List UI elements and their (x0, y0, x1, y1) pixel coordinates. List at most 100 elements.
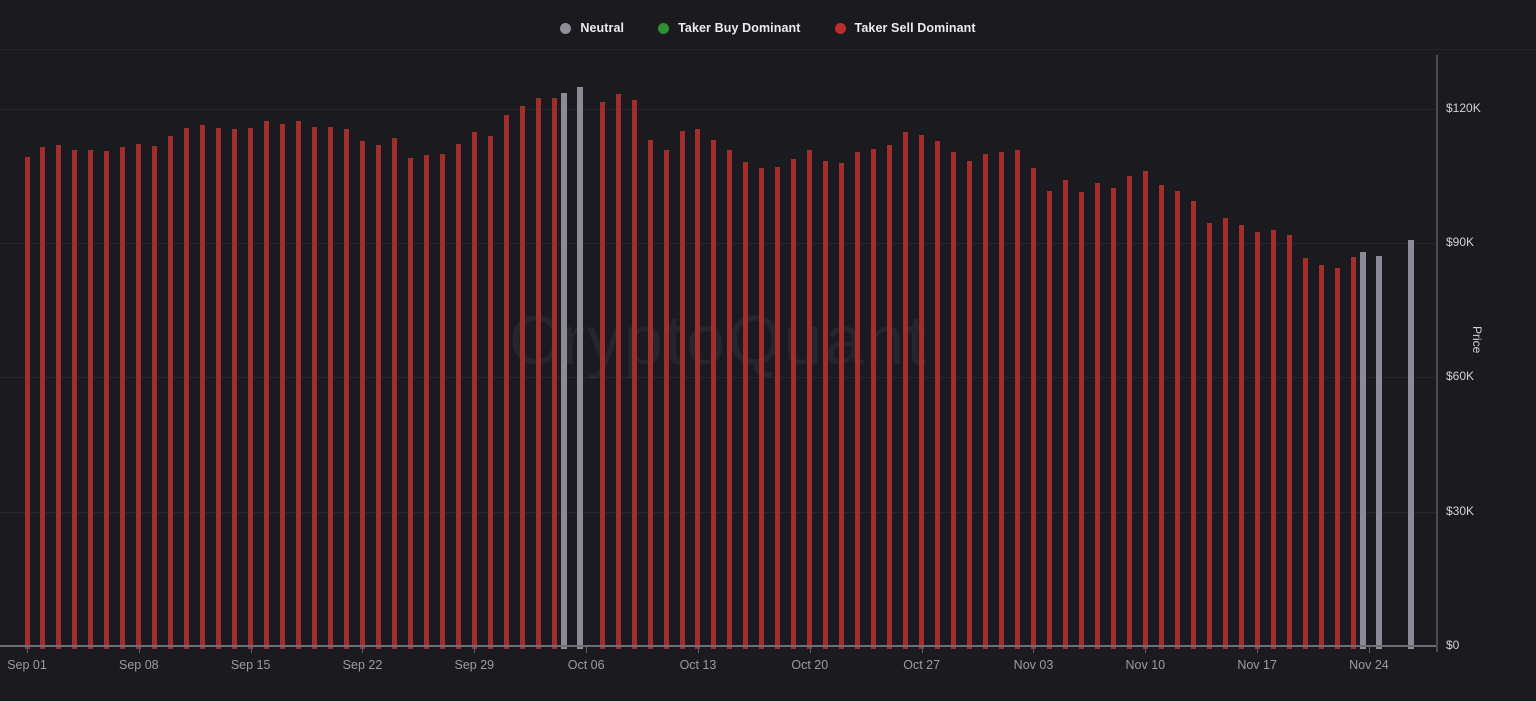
grid-line (0, 377, 1437, 379)
price-bar (679, 130, 685, 649)
price-bar (1222, 217, 1228, 649)
price-bar (248, 128, 254, 649)
price-bar (871, 148, 877, 649)
price-bar (743, 161, 749, 649)
price-bar (577, 87, 584, 649)
price-bar (88, 150, 94, 649)
price-bar (152, 146, 158, 649)
grid-line (0, 243, 1437, 245)
price-bar (759, 168, 765, 649)
price-bar (487, 135, 493, 649)
x-axis-tick (1033, 647, 1035, 653)
price-bar (1030, 168, 1036, 649)
price-bar (1062, 180, 1068, 649)
neutral-legend-dot-icon (560, 22, 572, 34)
y-axis-tick-label: $60K (1446, 369, 1475, 384)
legend-label-taker-buy: Taker Buy Dominant (678, 21, 801, 35)
price-bar (839, 163, 845, 649)
price-bar (1142, 171, 1148, 649)
price-bar (72, 149, 78, 649)
price-bar (1302, 258, 1308, 649)
price-bar (200, 125, 206, 649)
price-bar (264, 121, 270, 649)
price-bar (887, 145, 893, 649)
price-bar (391, 138, 397, 649)
price-bar (647, 139, 653, 649)
y-axis-tick-label: $90K (1446, 235, 1475, 250)
price-bar (439, 154, 445, 649)
x-axis-tick (697, 647, 699, 653)
price-bar (312, 126, 318, 649)
price-bar (120, 147, 126, 649)
x-axis-tick (250, 647, 252, 653)
x-axis-tick-label: Sep 22 (342, 658, 383, 672)
x-axis-tick-label: Nov 10 (1125, 658, 1166, 672)
price-bar (935, 140, 941, 649)
x-axis-tick-label: Nov 03 (1013, 658, 1054, 672)
price-bar (24, 156, 30, 649)
price-bar (1286, 235, 1292, 649)
price-bar (1094, 182, 1100, 649)
x-axis-tick (138, 647, 140, 653)
taker-sell-legend-dot-icon (834, 22, 846, 34)
price-bar (1238, 224, 1244, 649)
legend: Neutral Taker Buy Dominant Taker Sell Do… (0, 18, 1536, 38)
x-axis-tick-label: Sep 01 (7, 658, 47, 672)
price-bar (1350, 257, 1356, 649)
y-axis-tick-label: $120K (1446, 100, 1481, 115)
price-bar (711, 139, 717, 649)
chart-plot-area[interactable] (0, 49, 1437, 649)
price-bar (631, 100, 637, 649)
x-axis-baseline (0, 645, 1437, 647)
price-bar (561, 92, 568, 649)
price-bar (328, 126, 334, 649)
plot-top-border (0, 49, 1536, 50)
x-axis-tick-label: Oct 06 (567, 658, 605, 672)
price-bar (56, 145, 62, 649)
price-bar (951, 151, 957, 649)
price-bar (535, 98, 541, 649)
price-bar (471, 132, 477, 649)
x-axis-tick (474, 647, 476, 653)
price-bar (695, 129, 701, 649)
x-axis-tick (586, 647, 588, 653)
price-bar (1334, 267, 1340, 649)
price-bar (1254, 232, 1260, 649)
price-bar (967, 160, 973, 649)
legend-item-taker-buy-dominant[interactable]: Taker Buy Dominant (658, 21, 800, 35)
price-bar (407, 157, 413, 649)
price-bar (1110, 187, 1116, 649)
price-bar (1318, 265, 1324, 649)
legend-item-neutral[interactable]: Neutral (560, 21, 624, 35)
x-axis-tick-label: Nov 24 (1349, 658, 1389, 672)
price-bar (1078, 191, 1084, 649)
price-bar (999, 151, 1005, 649)
price-bar (599, 102, 605, 649)
price-bar (1359, 251, 1366, 649)
taker-buy-legend-dot-icon (658, 22, 670, 34)
price-bar (919, 134, 925, 649)
price-bar (791, 159, 797, 649)
price-bar (216, 127, 222, 649)
legend-label-neutral: Neutral (580, 21, 625, 35)
price-bar (104, 151, 110, 649)
price-bar (903, 132, 909, 649)
price-bar (1206, 223, 1212, 649)
x-axis-tick-label: Sep 29 (454, 658, 495, 672)
price-bar (1174, 190, 1180, 649)
x-axis-tick-label: Sep 08 (119, 658, 159, 672)
x-axis-tick (1257, 647, 1259, 653)
price-bar (375, 145, 381, 649)
legend-item-taker-sell-dominant[interactable]: Taker Sell Dominant (834, 21, 976, 35)
price-bar (359, 141, 365, 649)
x-axis-tick (809, 647, 811, 653)
x-axis-tick (362, 647, 364, 653)
price-bar (296, 121, 302, 649)
price-bar (807, 150, 813, 649)
grid-line (0, 108, 1437, 110)
price-bar (663, 149, 669, 649)
x-axis-tick (921, 647, 923, 653)
price-bar (1190, 200, 1196, 649)
price-bar (615, 93, 621, 649)
